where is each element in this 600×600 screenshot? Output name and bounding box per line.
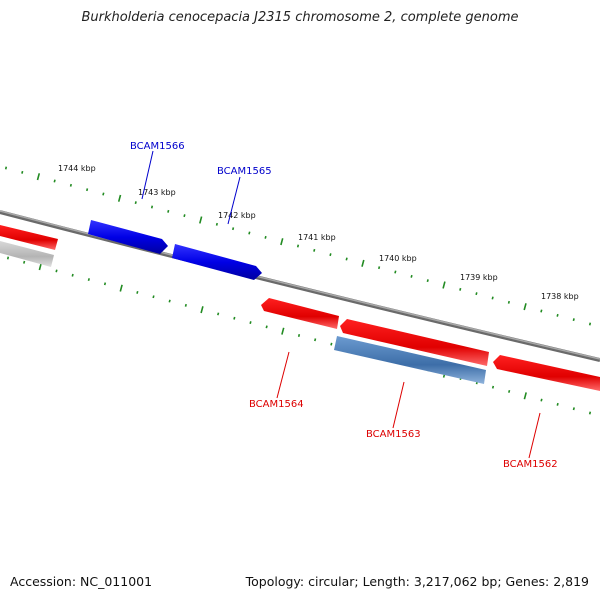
minor-tick (217, 312, 220, 316)
tick-label: 1738 kbp (541, 292, 579, 301)
minor-tick (23, 260, 26, 264)
minor-tick (184, 303, 187, 307)
minor-tick (233, 316, 236, 320)
genome-title: Burkholderia cenocepacia J2315 chromosom… (81, 10, 519, 25)
minor-tick (134, 201, 137, 205)
minor-tick (491, 385, 495, 389)
minor-tick (264, 235, 267, 239)
minor-tick (313, 248, 316, 252)
minor-tick (150, 205, 154, 209)
tick-label: 1742 kbp (218, 211, 256, 220)
minor-tick (540, 309, 543, 313)
minor-tick (572, 318, 575, 322)
minor-tick (6, 256, 10, 260)
tick-label: 1744 kbp (58, 164, 96, 173)
minor-tick (329, 253, 332, 257)
minor-tick (168, 299, 171, 303)
major-tick (117, 194, 122, 202)
minor-tick (232, 227, 235, 231)
minor-tick (475, 292, 478, 296)
minor-tick (53, 179, 56, 183)
minor-tick (248, 231, 251, 235)
major-tick (38, 262, 42, 271)
minor-tick (86, 188, 89, 192)
minor-tick (540, 398, 543, 402)
minor-tick (152, 295, 155, 299)
minor-tick (330, 342, 333, 346)
tick-label: 1741 kbp (298, 233, 336, 242)
minor-tick (394, 270, 397, 274)
major-tick (361, 259, 365, 267)
topology-label: Topology: circular; Length: 3,217,062 bp… (245, 574, 589, 589)
minor-tick (297, 334, 301, 337)
minor-tick (507, 300, 510, 304)
gene-label-BCAM1565[interactable]: BCAM1565 (217, 166, 272, 177)
major-tick (200, 306, 204, 314)
gene-label-BCAM1564[interactable]: BCAM1564 (249, 399, 304, 410)
gene-labels: BCAM1566 BCAM1565 BCAM1564 BCAM1563 BCAM… (130, 141, 558, 470)
gene-features (0, 220, 600, 391)
minor-tick (21, 170, 24, 174)
major-tick (280, 238, 284, 246)
tick-label: 1740 kbp (379, 254, 417, 263)
gene-leader-lines (141, 150, 541, 459)
major-tick (523, 303, 527, 311)
gene-arrow[interactable] (0, 225, 58, 250)
minor-tick (556, 313, 559, 317)
minor-tick (426, 279, 429, 283)
major-tick (199, 216, 203, 224)
gene-arrow-BCAM1564[interactable] (261, 298, 339, 329)
gene-arrow-BCAM1562[interactable] (493, 355, 600, 391)
minor-tick (378, 266, 381, 270)
gene-arrow-BCAM1566[interactable] (88, 220, 168, 254)
gene-arrow-BCAM1563[interactable] (340, 319, 489, 366)
gene-arrow-BCAM1565[interactable] (172, 244, 262, 280)
gene-label-BCAM1562[interactable]: BCAM1562 (503, 459, 558, 470)
minor-tick (249, 321, 252, 324)
accession-label: Accession: NC_011001 (10, 574, 153, 589)
minor-tick (215, 222, 218, 226)
major-tick (442, 281, 446, 289)
minor-tick (71, 273, 74, 277)
major-tick (281, 327, 285, 335)
inner-tick-track (6, 256, 592, 415)
minor-tick (459, 287, 462, 291)
minor-tick (55, 269, 58, 273)
outer-tick-track (4, 166, 592, 326)
kbp-tick-labels: 1744 kbp 1743 kbp 1742 kbp 1741 kbp 1740… (58, 164, 579, 301)
minor-tick (556, 402, 559, 406)
minor-tick (103, 282, 107, 286)
minor-tick (588, 411, 592, 415)
gene-label-BCAM1563[interactable]: BCAM1563 (366, 429, 421, 440)
major-tick (36, 173, 41, 181)
major-tick (523, 392, 527, 400)
minor-tick (265, 325, 268, 329)
minor-tick (345, 257, 348, 261)
minor-tick (167, 209, 170, 213)
minor-tick (314, 338, 317, 342)
gene-label-BCAM1566[interactable]: BCAM1566 (130, 141, 185, 152)
gene-arrow[interactable] (0, 241, 54, 267)
tick-label: 1743 kbp (138, 188, 176, 197)
minor-tick (508, 389, 511, 393)
minor-tick (102, 192, 105, 196)
minor-tick (69, 183, 72, 187)
minor-tick (87, 278, 90, 282)
minor-tick (491, 296, 494, 300)
minor-tick (136, 290, 139, 294)
minor-tick (588, 322, 592, 326)
gene-arrow-pseudo[interactable] (334, 336, 486, 384)
minor-tick (296, 244, 300, 248)
chromosome-backbone (0, 210, 600, 362)
major-tick (119, 284, 123, 292)
minor-tick (183, 214, 186, 218)
minor-tick (410, 274, 413, 278)
tick-label: 1739 kbp (460, 273, 498, 282)
minor-tick (572, 407, 575, 411)
minor-tick (4, 166, 8, 170)
